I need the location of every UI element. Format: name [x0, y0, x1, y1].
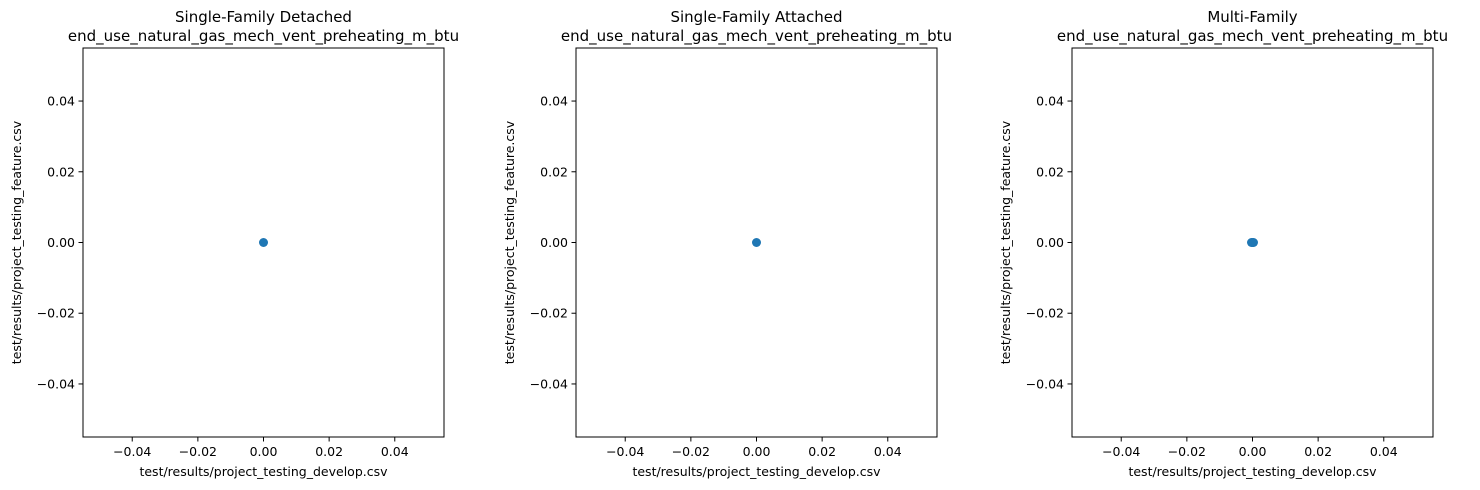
x-tick-label: 0.02 — [315, 444, 343, 459]
x-tick-label: 0.00 — [743, 444, 771, 459]
y-tick-label: 0.04 — [1036, 94, 1064, 109]
x-axis-label: test/results/project_testing_develop.csv — [632, 464, 881, 479]
panel-title: Single-Family Attached — [670, 8, 842, 26]
x-axis-label: test/results/project_testing_develop.csv — [1128, 464, 1377, 479]
y-axis-label: test/results/project_testing_feature.csv — [502, 120, 517, 364]
y-tick-label: −0.02 — [530, 306, 568, 321]
panel-subtitle: end_use_natural_gas_mech_vent_preheating… — [1057, 27, 1448, 46]
panel-title: Single-Family Detached — [175, 8, 352, 26]
y-tick-label: 0.00 — [1036, 235, 1064, 250]
y-tick-label: −0.02 — [1026, 306, 1064, 321]
x-tick-label: 0.04 — [381, 444, 409, 459]
y-tick-label: 0.02 — [540, 164, 568, 179]
scatter-panel-3: Multi-Familyend_use_natural_gas_mech_ven… — [998, 8, 1448, 479]
x-tick-label: 0.02 — [1304, 444, 1332, 459]
scatter-panel-1: Single-Family Detachedend_use_natural_ga… — [9, 8, 459, 479]
x-tick-label: −0.02 — [672, 444, 710, 459]
y-tick-label: −0.04 — [530, 376, 568, 391]
x-tick-label: −0.02 — [1168, 444, 1206, 459]
y-axis-label: test/results/project_testing_feature.csv — [9, 120, 24, 364]
x-tick-label: 0.04 — [874, 444, 902, 459]
y-tick-label: 0.02 — [1036, 164, 1064, 179]
x-tick-label: −0.04 — [1102, 444, 1140, 459]
panel-title: Multi-Family — [1207, 8, 1297, 26]
x-tick-label: −0.04 — [113, 444, 151, 459]
x-tick-label: 0.00 — [1239, 444, 1267, 459]
y-tick-label: 0.04 — [47, 94, 75, 109]
panel-subtitle: end_use_natural_gas_mech_vent_preheating… — [68, 27, 459, 46]
y-tick-label: 0.02 — [47, 164, 75, 179]
x-tick-label: −0.02 — [179, 444, 217, 459]
y-tick-label: −0.04 — [1026, 376, 1064, 391]
x-tick-label: 0.00 — [250, 444, 278, 459]
y-tick-label: 0.00 — [540, 235, 568, 250]
y-tick-label: −0.04 — [37, 376, 75, 391]
y-tick-label: 0.04 — [540, 94, 568, 109]
data-point — [259, 238, 268, 247]
y-tick-label: 0.00 — [47, 235, 75, 250]
panel-subtitle: end_use_natural_gas_mech_vent_preheating… — [561, 27, 952, 46]
data-point — [1247, 238, 1257, 247]
y-tick-label: −0.02 — [37, 306, 75, 321]
x-axis-label: test/results/project_testing_develop.csv — [139, 464, 388, 479]
x-tick-label: 0.02 — [808, 444, 836, 459]
x-tick-label: −0.04 — [606, 444, 644, 459]
y-axis-label: test/results/project_testing_feature.csv — [998, 120, 1013, 364]
x-tick-label: 0.04 — [1370, 444, 1398, 459]
scatter-panel-2: Single-Family Attachedend_use_natural_ga… — [502, 8, 952, 479]
data-point — [752, 238, 761, 247]
